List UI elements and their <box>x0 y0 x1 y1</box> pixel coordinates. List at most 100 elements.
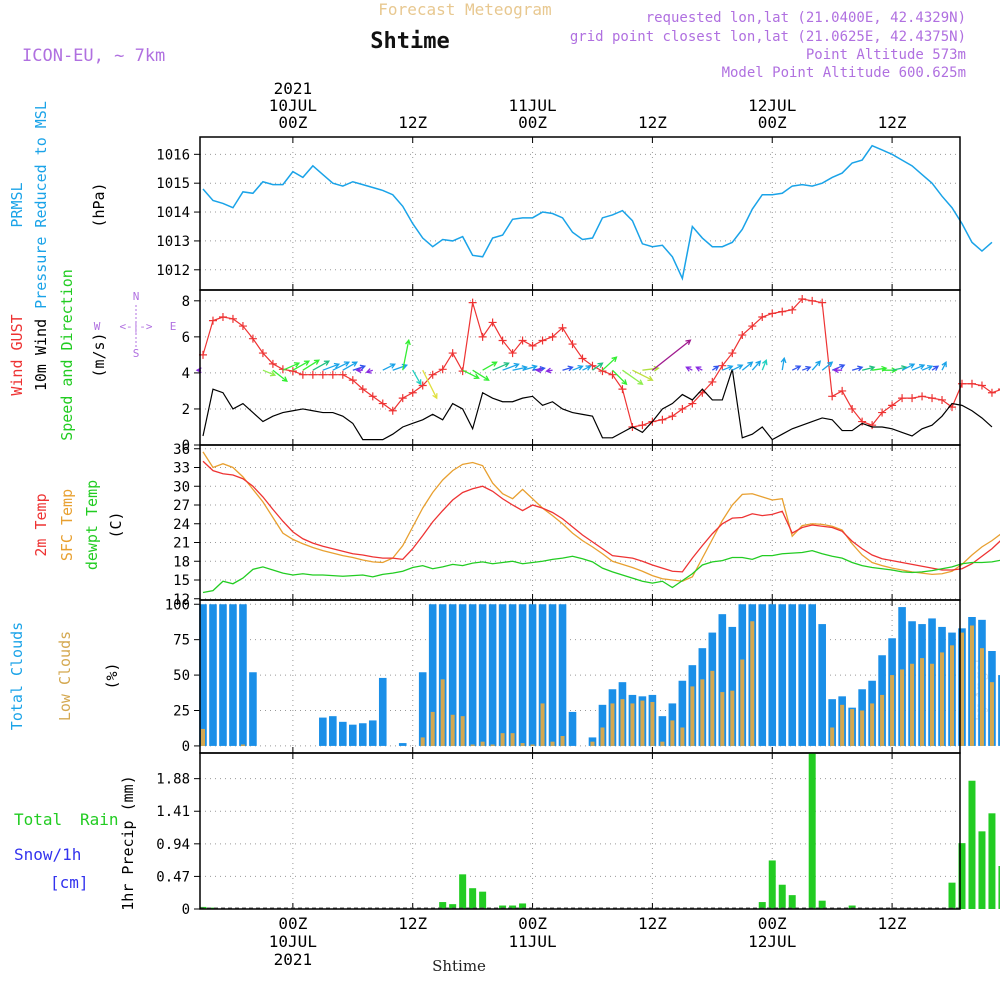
y-tick-label: 27 <box>173 498 190 514</box>
total-cloud-bar <box>359 723 367 746</box>
gust-point <box>339 371 347 379</box>
y-tick-label: 30 <box>173 479 190 495</box>
total-cloud-bar <box>519 604 527 746</box>
wind-direction-arrow <box>367 369 373 374</box>
requested-coords: requested lon,lat (21.0400E, 42.4329N) <box>646 10 966 26</box>
low-cloud-bar <box>650 702 654 746</box>
panel-clouds <box>194 600 1000 753</box>
wind-direction-arrow <box>413 370 421 384</box>
gust-point <box>439 365 447 373</box>
clouds-axis-label: Total Clouds <box>8 622 26 730</box>
rain-bar <box>949 883 956 909</box>
y-tick-label: 100 <box>165 597 190 613</box>
low-cloud-bar <box>720 692 724 746</box>
wind-direction-arrow <box>812 361 820 370</box>
compass-south: S <box>133 347 140 360</box>
total-cloud-bar <box>249 672 257 746</box>
total-cloud-bar <box>219 604 227 746</box>
low-cloud-bar <box>610 703 614 746</box>
gust-point <box>828 392 836 400</box>
panel-temperature <box>194 445 1000 600</box>
low-cloud-bar <box>531 745 535 746</box>
low-cloud-bar <box>880 695 884 746</box>
panel-precip <box>194 753 1000 909</box>
total-cloud-bar <box>768 604 776 746</box>
low-cloud-bar <box>730 691 734 746</box>
y-tick-label: 4 <box>182 366 190 382</box>
model-label: ICON-EU, ~ 7km <box>22 46 165 66</box>
gust-point <box>219 313 227 321</box>
gust-point <box>918 392 926 400</box>
wind-direction-arrow <box>283 363 299 370</box>
y-tick-label: 24 <box>173 517 190 533</box>
total-cloud-bar <box>559 604 567 746</box>
gust-point <box>678 405 686 413</box>
panel-frame <box>200 137 960 290</box>
gust-point <box>329 371 337 379</box>
gust-point <box>469 299 477 307</box>
low-cloud-bar <box>640 701 644 746</box>
sfc-temp-line <box>203 452 1000 581</box>
gust-point <box>808 297 816 305</box>
wind-axis-label: 10m Wind <box>32 319 50 391</box>
wind-direction-arrow <box>547 368 553 373</box>
total-cloud-bar <box>778 604 786 746</box>
low-cloud-bar <box>910 664 914 746</box>
total-cloud-bar <box>469 604 477 746</box>
total-cloud-bar <box>209 604 217 746</box>
gust-point <box>369 392 377 400</box>
y-tick-label: 6 <box>182 330 190 346</box>
gust-point <box>838 387 846 395</box>
y-tick-label: 1014 <box>156 205 190 221</box>
time-label-bottom: 12Z <box>878 914 907 933</box>
rain-bar <box>988 813 995 909</box>
y-tick-label: 25 <box>173 704 190 720</box>
wind-axis-label: Speed and Direction <box>58 269 76 441</box>
low-cloud-bar <box>561 736 565 746</box>
gust-point <box>379 400 387 408</box>
low-cloud-bar <box>441 679 445 746</box>
time-label-bottom: 12JUL <box>748 932 796 951</box>
rain-bar <box>809 753 816 909</box>
total-cloud-bar <box>808 604 816 746</box>
low-cloud-bar <box>860 711 864 746</box>
rain-bar <box>968 781 975 909</box>
y-tick-label: 0.47 <box>156 869 190 885</box>
y-tick-label: 18 <box>173 554 190 570</box>
low-cloud-bar <box>600 728 604 746</box>
low-cloud-bar <box>521 743 525 746</box>
gust-point <box>529 342 537 350</box>
low-cloud-bar <box>970 626 974 746</box>
gust-point <box>449 349 457 357</box>
low-cloud-bar <box>471 745 475 746</box>
rain-bar <box>459 874 466 909</box>
gust-point <box>988 389 996 397</box>
total-cloud-bar <box>509 604 517 746</box>
wind-direction-arrow <box>932 366 938 370</box>
total-cloud-bar <box>369 720 377 746</box>
low-cloud-bar <box>421 737 425 746</box>
temp-axis-label: dewpt Temp <box>83 480 101 570</box>
y-tick-label: 1.41 <box>156 804 190 820</box>
low-cloud-bar <box>930 664 934 746</box>
wind-direction-arrow <box>802 366 810 370</box>
panel-frame <box>200 445 960 600</box>
total-cloud-bar <box>758 604 766 746</box>
time-label-bottom: 12Z <box>398 914 427 933</box>
low-cloud-bar <box>201 729 205 746</box>
rain-bar <box>789 895 796 909</box>
y-tick-label: 75 <box>173 633 190 649</box>
gust-point <box>539 336 547 344</box>
time-label-top: 00Z <box>278 113 307 132</box>
low-cloud-bar <box>830 728 834 746</box>
time-label-bottom: 00Z <box>278 914 307 933</box>
gust-point <box>928 394 936 402</box>
panel-frame <box>200 753 960 909</box>
wind-direction-arrow <box>822 362 832 370</box>
legend-total: Total <box>14 810 62 829</box>
panel-wind <box>194 290 1000 445</box>
y-tick-label: 21 <box>173 536 190 552</box>
gust-point <box>608 371 616 379</box>
gust-point <box>299 371 307 379</box>
gust-point <box>958 380 966 388</box>
